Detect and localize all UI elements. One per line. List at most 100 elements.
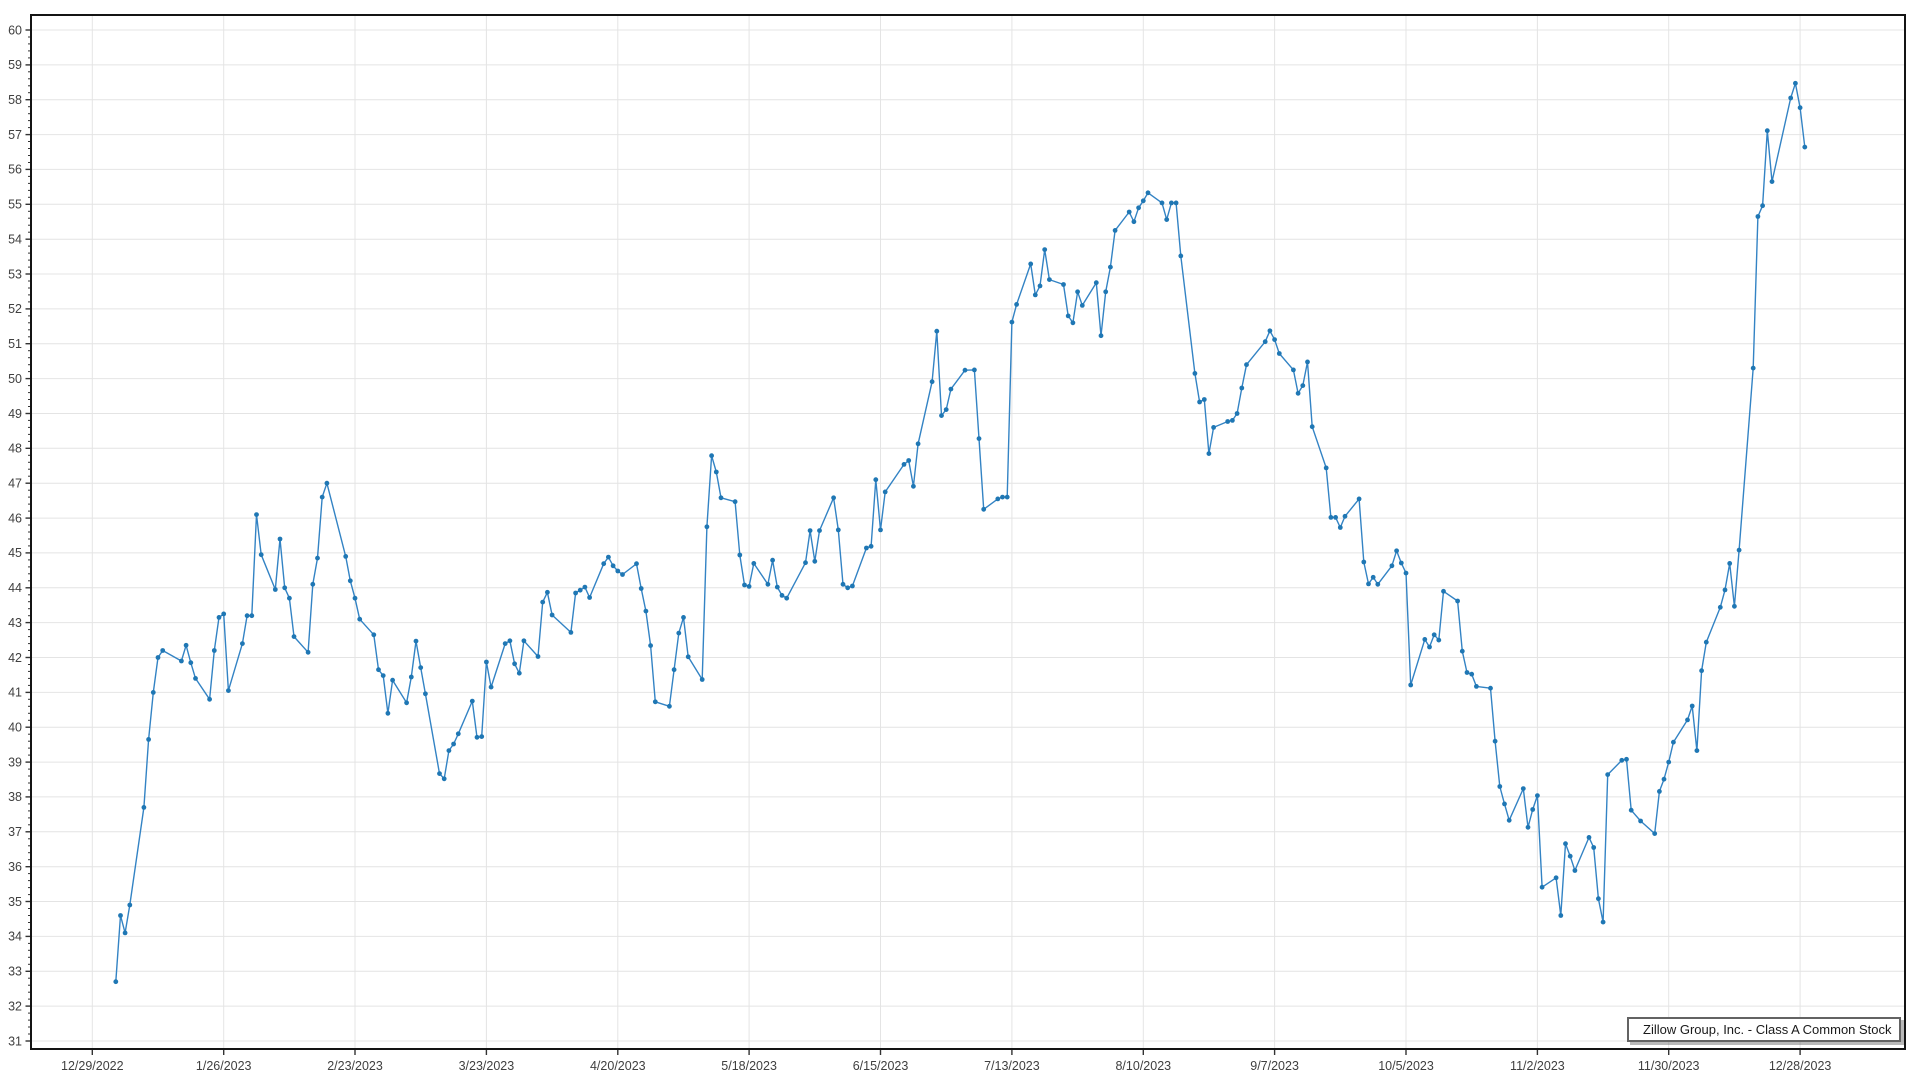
data-point [1178, 253, 1184, 259]
data-point [160, 648, 166, 653]
x-tick-label: 7/13/2023 [984, 1059, 1040, 1073]
data-point [1764, 128, 1770, 134]
data-point [240, 641, 245, 646]
data-point [1464, 670, 1470, 675]
data-point [1722, 587, 1728, 593]
data-point [423, 691, 428, 697]
data-point [648, 643, 653, 648]
x-tick-label: 11/30/2023 [1638, 1059, 1700, 1073]
data-point [737, 552, 743, 558]
data-point [1225, 419, 1231, 424]
data-point [193, 676, 198, 681]
data-point [1596, 896, 1601, 902]
data-point [1600, 919, 1606, 925]
data-point [1239, 385, 1245, 391]
data-point [1140, 198, 1146, 204]
data-point [122, 930, 128, 936]
data-point [1624, 756, 1629, 762]
y-tick-label: 31 [8, 1034, 22, 1048]
data-point [315, 555, 320, 561]
data-point [1108, 264, 1113, 270]
data-point [1699, 668, 1704, 674]
data-point [1230, 418, 1235, 423]
data-point [1004, 494, 1010, 500]
x-tick-label: 8/10/2023 [1115, 1059, 1171, 1073]
data-point [272, 587, 278, 592]
data-point [291, 634, 297, 639]
data-point [1337, 525, 1343, 530]
y-tick-label: 51 [8, 337, 22, 351]
data-point [1750, 365, 1756, 371]
data-point [1422, 637, 1428, 642]
data-point [765, 581, 771, 587]
data-point [1755, 214, 1761, 219]
data-point [1333, 515, 1338, 520]
data-point [1436, 637, 1442, 643]
data-point [1760, 203, 1765, 209]
y-tick-label: 35 [8, 895, 22, 909]
data-point [1047, 277, 1052, 282]
data-point [1802, 144, 1808, 150]
data-point [751, 561, 757, 566]
data-point [939, 413, 944, 418]
data-point [324, 480, 330, 486]
data-point [1192, 371, 1198, 376]
data-point [1291, 367, 1296, 373]
data-point [380, 673, 386, 678]
data-point [1342, 513, 1348, 519]
y-tick-label: 36 [8, 860, 22, 874]
data-point [357, 616, 363, 622]
data-point [352, 595, 358, 601]
x-tick-label: 4/20/2023 [590, 1059, 646, 1073]
data-point [371, 632, 377, 638]
data-point [1201, 397, 1207, 402]
y-tick-label: 53 [8, 267, 22, 281]
data-point [1389, 563, 1395, 569]
data-point [404, 700, 409, 706]
data-point [408, 674, 414, 680]
data-point [1159, 200, 1165, 206]
data-point [540, 599, 546, 605]
data-point [1567, 853, 1573, 859]
data-point [817, 528, 822, 533]
data-point [469, 698, 475, 704]
data-point [1098, 333, 1104, 339]
data-point [549, 612, 555, 618]
data-point [1061, 282, 1066, 287]
data-point [127, 902, 133, 908]
data-point [962, 367, 968, 373]
data-point [1042, 247, 1048, 253]
data-point [1558, 913, 1564, 918]
data-point [502, 641, 508, 646]
data-point [1717, 604, 1723, 610]
x-tick-label: 3/23/2023 [459, 1059, 515, 1073]
y-tick-label: 42 [8, 651, 22, 665]
data-point [455, 731, 461, 737]
data-point [1605, 772, 1611, 777]
legend-box: Zillow Group, Inc. - Class A Common Stoc… [1627, 1017, 1901, 1042]
data-point [1703, 639, 1709, 645]
y-tick-label: 33 [8, 965, 22, 979]
y-tick-label: 34 [8, 930, 22, 944]
data-point [521, 638, 527, 644]
data-point [1689, 703, 1695, 709]
data-point [343, 554, 349, 559]
data-point [474, 734, 480, 740]
y-tick-label: 44 [8, 581, 22, 595]
data-point [1520, 786, 1526, 791]
data-point [1112, 228, 1118, 233]
data-point [906, 458, 912, 463]
data-point [1131, 219, 1137, 225]
data-point [347, 578, 353, 584]
data-point [1037, 283, 1043, 289]
data-point [878, 527, 883, 533]
data-point [1309, 424, 1315, 430]
data-point [1075, 289, 1080, 295]
data-point [1535, 793, 1540, 798]
data-point [803, 560, 808, 566]
data-point [413, 638, 419, 644]
data-point [1014, 302, 1019, 307]
data-point [709, 453, 714, 459]
data-point [652, 699, 658, 705]
